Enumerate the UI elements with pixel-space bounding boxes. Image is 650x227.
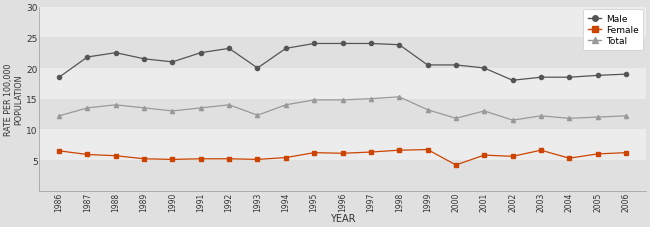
Bar — [39, 99, 646, 130]
Bar — [39, 69, 646, 99]
Bar — [39, 160, 646, 191]
Y-axis label: RATE PER 100,000
POPULATION: RATE PER 100,000 POPULATION — [4, 63, 23, 135]
Bar — [39, 8, 646, 38]
Bar — [39, 38, 646, 69]
Legend: Male, Female, Total: Male, Female, Total — [583, 10, 643, 51]
X-axis label: YEAR: YEAR — [330, 213, 356, 223]
Bar — [39, 130, 646, 160]
